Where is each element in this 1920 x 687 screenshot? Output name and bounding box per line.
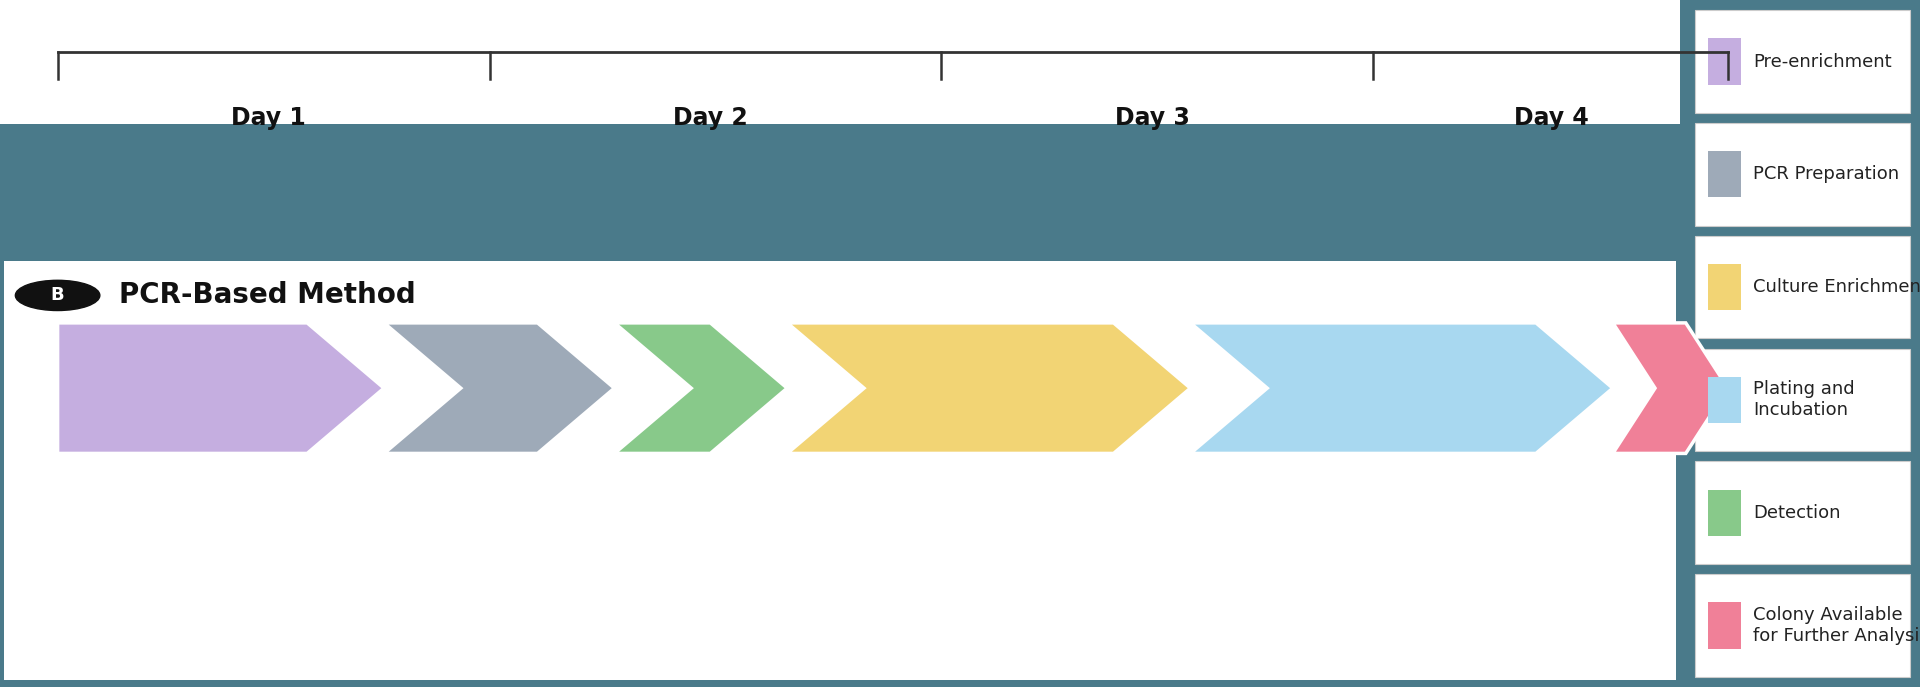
FancyBboxPatch shape — [1709, 490, 1741, 536]
FancyBboxPatch shape — [1709, 151, 1741, 197]
Polygon shape — [58, 323, 384, 453]
Text: Pre-enrichment: Pre-enrichment — [1753, 52, 1891, 71]
FancyBboxPatch shape — [1695, 462, 1910, 564]
FancyBboxPatch shape — [1695, 574, 1910, 677]
Text: Detection: Detection — [1753, 504, 1841, 521]
Text: PCR-Based Method: PCR-Based Method — [119, 282, 417, 309]
Circle shape — [15, 280, 100, 311]
FancyBboxPatch shape — [1695, 123, 1910, 225]
Polygon shape — [787, 323, 1190, 453]
Text: Day 4: Day 4 — [1515, 106, 1588, 131]
Polygon shape — [614, 323, 787, 453]
FancyBboxPatch shape — [1709, 602, 1741, 649]
Text: B: B — [50, 286, 65, 304]
Text: Colony Available
for Further Analysis: Colony Available for Further Analysis — [1753, 606, 1920, 645]
FancyBboxPatch shape — [4, 261, 1676, 680]
FancyBboxPatch shape — [1709, 38, 1741, 85]
FancyBboxPatch shape — [1709, 377, 1741, 423]
Text: Culture Enrichment: Culture Enrichment — [1753, 278, 1920, 296]
FancyBboxPatch shape — [1695, 236, 1910, 339]
FancyBboxPatch shape — [1695, 349, 1910, 451]
Polygon shape — [1613, 323, 1728, 453]
FancyBboxPatch shape — [0, 0, 1680, 124]
FancyBboxPatch shape — [1695, 10, 1910, 113]
Text: Day 1: Day 1 — [232, 106, 305, 131]
Text: Plating and
Incubation: Plating and Incubation — [1753, 381, 1855, 419]
FancyBboxPatch shape — [1709, 264, 1741, 310]
Polygon shape — [1190, 323, 1613, 453]
Text: Day 3: Day 3 — [1116, 106, 1188, 131]
Text: Day 2: Day 2 — [674, 106, 747, 131]
Text: PCR Preparation: PCR Preparation — [1753, 166, 1899, 183]
Polygon shape — [384, 323, 614, 453]
